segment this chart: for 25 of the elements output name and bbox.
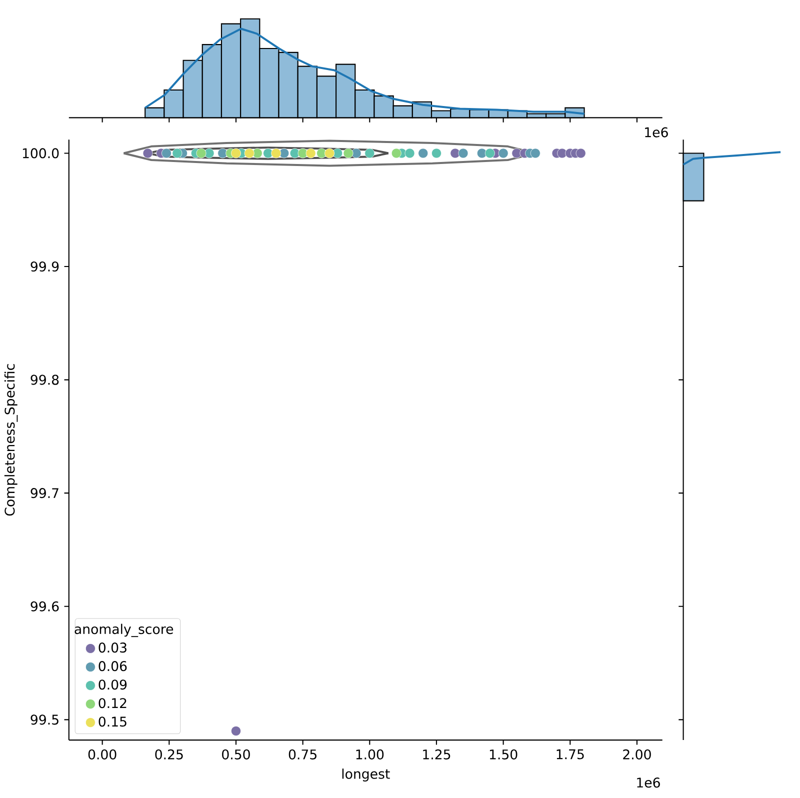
x-tick-label: 1.25 [423, 749, 450, 760]
x-tick-label: 1.00 [356, 749, 384, 760]
x-tick-label: 0.25 [155, 749, 183, 760]
x-tick-label: 1.75 [556, 749, 584, 760]
y-tick-label: 99.7 [30, 488, 58, 498]
y-tick-label: 100.0 [22, 148, 59, 158]
text: 1e6 [645, 127, 668, 138]
legend-label: 0.15 [98, 716, 126, 727]
legend-label: 0.06 [98, 661, 127, 672]
y-tick-label: 99.6 [30, 601, 59, 612]
x-tick-label: 0.75 [288, 749, 316, 760]
y-tick-label: 99.5 [30, 714, 58, 725]
y-axis-title: Completeness_Specific [4, 364, 18, 516]
x-axis-title: longest [342, 768, 390, 782]
legend-title: anomaly_score [74, 624, 174, 638]
legend-label: 0.03 [98, 642, 126, 653]
text: 1e6 [637, 778, 660, 788]
x-tick-label: 0.00 [88, 749, 116, 760]
legend-label: 0.12 [98, 698, 126, 708]
legend-label: 0.09 [98, 680, 127, 690]
y-tick-label: 99.8 [30, 374, 59, 385]
x-tick-label: 1.50 [490, 749, 518, 760]
x-tick-label: 2.00 [623, 749, 651, 760]
x-tick-label: 0.50 [222, 749, 250, 760]
y-tick-label: 99.9 [30, 262, 59, 272]
